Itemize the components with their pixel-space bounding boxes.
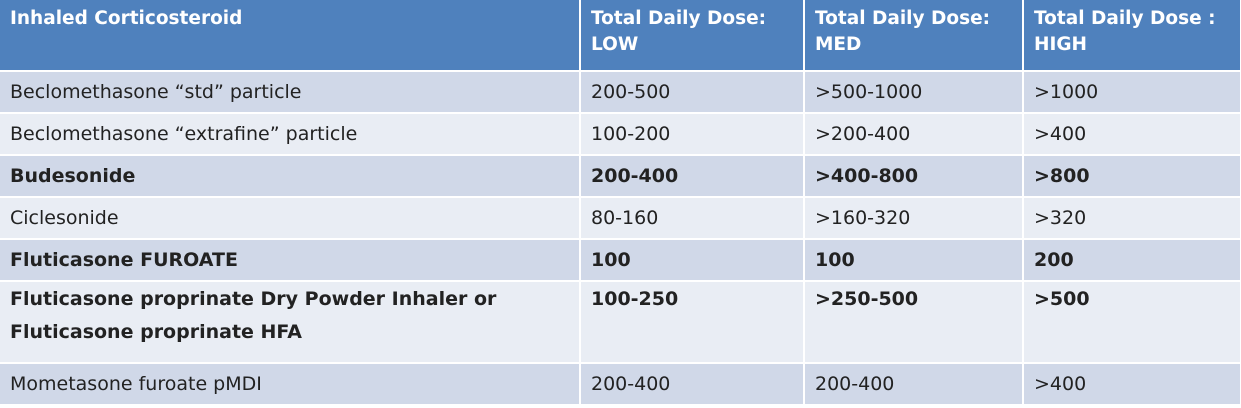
table-row: Budesonide 200-400 >400-800 >800 xyxy=(0,155,1241,198)
med-dose-cell: 200-400 xyxy=(804,363,1024,406)
high-dose-cell: >320 xyxy=(1023,197,1241,240)
drug-name-cell: Beclomethasone “extrafine” particle xyxy=(0,113,581,156)
high-dose-cell: >800 xyxy=(1023,155,1241,198)
high-dose-cell: >1000 xyxy=(1023,71,1241,114)
low-dose-cell: 200-500 xyxy=(580,71,805,114)
header-low-dose: Total Daily Dose: LOW xyxy=(580,0,805,72)
high-dose-cell: >400 xyxy=(1023,363,1241,406)
low-dose-cell: 100-200 xyxy=(580,113,805,156)
low-dose-cell: 80-160 xyxy=(580,197,805,240)
med-dose-cell: >200-400 xyxy=(804,113,1024,156)
drug-name-cell: Ciclesonide xyxy=(0,197,581,240)
header-label-line1: Total Daily Dose: xyxy=(591,8,767,29)
drug-name-cell: Fluticasone proprinate Dry Powder Inhale… xyxy=(0,281,581,364)
med-dose-cell: >500-1000 xyxy=(804,71,1024,114)
table-row: Beclomethasone “extrafine” particle 100-… xyxy=(0,113,1241,156)
med-dose-cell: >160-320 xyxy=(804,197,1024,240)
drug-name-cell: Beclomethasone “std” particle xyxy=(0,71,581,114)
table-row: Ciclesonide 80-160 >160-320 >320 xyxy=(0,197,1241,240)
high-dose-cell: >400 xyxy=(1023,113,1241,156)
med-dose-cell: >250-500 xyxy=(804,281,1024,364)
med-dose-cell: >400-800 xyxy=(804,155,1024,198)
table-row: Beclomethasone “std” particle 200-500 >5… xyxy=(0,71,1241,114)
header-label-line1: Total Daily Dose : xyxy=(1034,8,1216,29)
med-dose-cell: 100 xyxy=(804,239,1024,282)
header-row: Inhaled Corticosteroid Total Daily Dose:… xyxy=(0,0,1241,72)
low-dose-cell: 200-400 xyxy=(580,363,805,406)
table-row: Fluticasone proprinate Dry Powder Inhale… xyxy=(0,281,1241,364)
header-med-dose: Total Daily Dose: MED xyxy=(804,0,1024,72)
header-high-dose: Total Daily Dose : HIGH xyxy=(1023,0,1241,72)
low-dose-cell: 100 xyxy=(580,239,805,282)
header-label-line2: LOW xyxy=(591,34,639,55)
header-label-line2: MED xyxy=(815,34,862,55)
high-dose-cell: 200 xyxy=(1023,239,1241,282)
drug-name-cell: Budesonide xyxy=(0,155,581,198)
header-label: Inhaled Corticosteroid xyxy=(10,8,243,29)
low-dose-cell: 200-400 xyxy=(580,155,805,198)
drug-name-cell: Mometasone furoate pMDI xyxy=(0,363,581,406)
header-inhaled-corticosteroid: Inhaled Corticosteroid xyxy=(0,0,581,72)
table-row: Fluticasone FUROATE 100 100 200 xyxy=(0,239,1241,282)
high-dose-cell: >500 xyxy=(1023,281,1241,364)
drug-name-cell: Fluticasone FUROATE xyxy=(0,239,581,282)
header-label-line1: Total Daily Dose: xyxy=(815,8,991,29)
header-label-line2: HIGH xyxy=(1034,34,1088,55)
table-row: Mometasone furoate pMDI 200-400 200-400 … xyxy=(0,363,1241,406)
low-dose-cell: 100-250 xyxy=(580,281,805,364)
